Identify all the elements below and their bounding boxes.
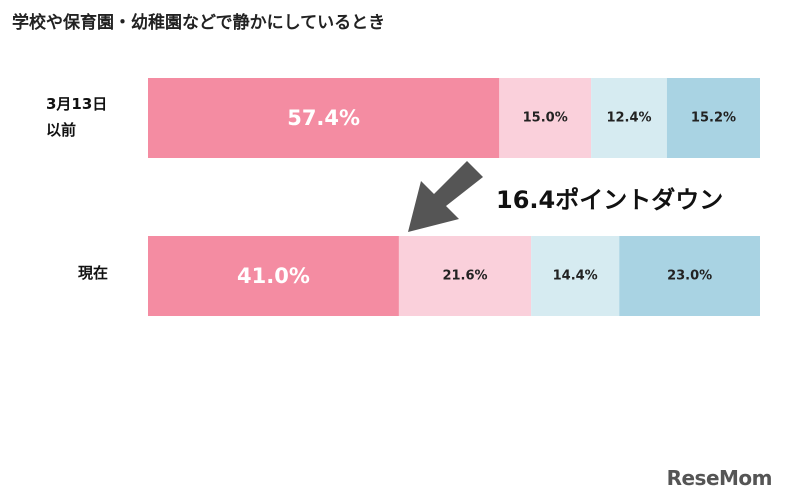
category-label-now: 現在 <box>78 264 109 282</box>
data-label-r0-s1: 15.0% <box>523 111 568 126</box>
data-label-r1-s1: 21.6% <box>442 269 487 284</box>
chart-title: 学校や保育園・幼稚園などで静かにしているとき <box>12 13 386 33</box>
bar-segment-r1-s1 <box>398 236 532 316</box>
data-label-r1-s3: 23.0% <box>667 269 712 284</box>
resemom-logo: ReseMom <box>666 466 773 490</box>
bar-segment-r1-s2 <box>531 236 620 316</box>
bar-segment-r0-s2 <box>591 78 667 158</box>
bar-segment-r1-s3 <box>619 236 760 316</box>
data-label-r0-s3: 15.2% <box>691 111 736 126</box>
data-label-r0-s0: 57.4% <box>287 106 360 130</box>
data-label-r1-s2: 14.4% <box>553 269 598 284</box>
bar-segment-r0-s0 <box>148 78 500 158</box>
bar-segment-r1-s0 <box>148 236 399 316</box>
data-label-r1-s0: 41.0% <box>237 264 310 288</box>
annotation-text: 16.4ポイントダウン <box>496 186 724 214</box>
category-label-before: 3月13日 以前 <box>46 95 108 139</box>
bar-segment-r0-s3 <box>666 78 760 158</box>
data-label-r0-s2: 12.4% <box>606 111 651 126</box>
bar-segment-r0-s1 <box>499 78 592 158</box>
down-arrow-icon <box>408 161 483 232</box>
